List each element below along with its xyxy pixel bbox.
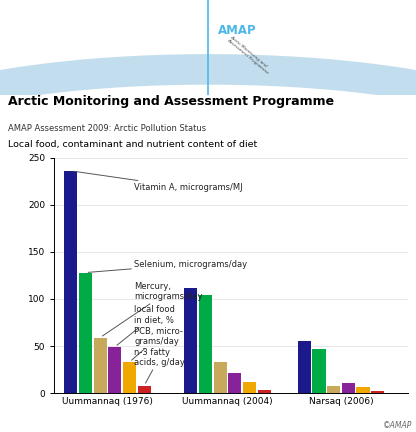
Bar (371, 391, 384, 393)
Text: Vitamin A, micrograms/MJ: Vitamin A, micrograms/MJ (74, 171, 243, 192)
Bar (94, 337, 107, 393)
Text: PCB, micro-
grams/day: PCB, micro- grams/day (131, 327, 183, 360)
Bar (258, 390, 271, 393)
Text: n-3 fatty
acids, g/day: n-3 fatty acids, g/day (134, 348, 185, 383)
Bar (199, 295, 212, 393)
Text: local food
in diet, %: local food in diet, % (117, 305, 175, 345)
Bar (123, 362, 136, 393)
Bar (64, 171, 77, 393)
Text: ©AMAP: ©AMAP (382, 421, 412, 430)
Text: AMAP Assessment 2009: Arctic Pollution Status: AMAP Assessment 2009: Arctic Pollution S… (8, 124, 206, 133)
Text: Mercury,
micrograms/day: Mercury, micrograms/day (102, 282, 203, 336)
Text: Selenium, micrograms/day: Selenium, micrograms/day (88, 260, 247, 272)
Text: Arctic Monitoring and Assessment Programme: Arctic Monitoring and Assessment Program… (8, 95, 334, 108)
Bar (79, 273, 92, 393)
Bar (228, 373, 241, 393)
Bar (327, 386, 340, 393)
Bar (108, 347, 121, 393)
Bar (138, 386, 151, 393)
Text: Arctic Monitoring and
Assessment Programme: Arctic Monitoring and Assessment Program… (227, 35, 273, 76)
Bar (243, 382, 256, 393)
Bar (312, 349, 326, 393)
Text: AMAP: AMAP (218, 24, 257, 37)
Bar (357, 388, 369, 393)
Bar (342, 383, 355, 393)
Bar (213, 362, 227, 393)
Text: Local food, contaminant and nutrient content of diet: Local food, contaminant and nutrient con… (8, 140, 258, 149)
Bar (184, 288, 198, 393)
Bar (298, 341, 311, 393)
